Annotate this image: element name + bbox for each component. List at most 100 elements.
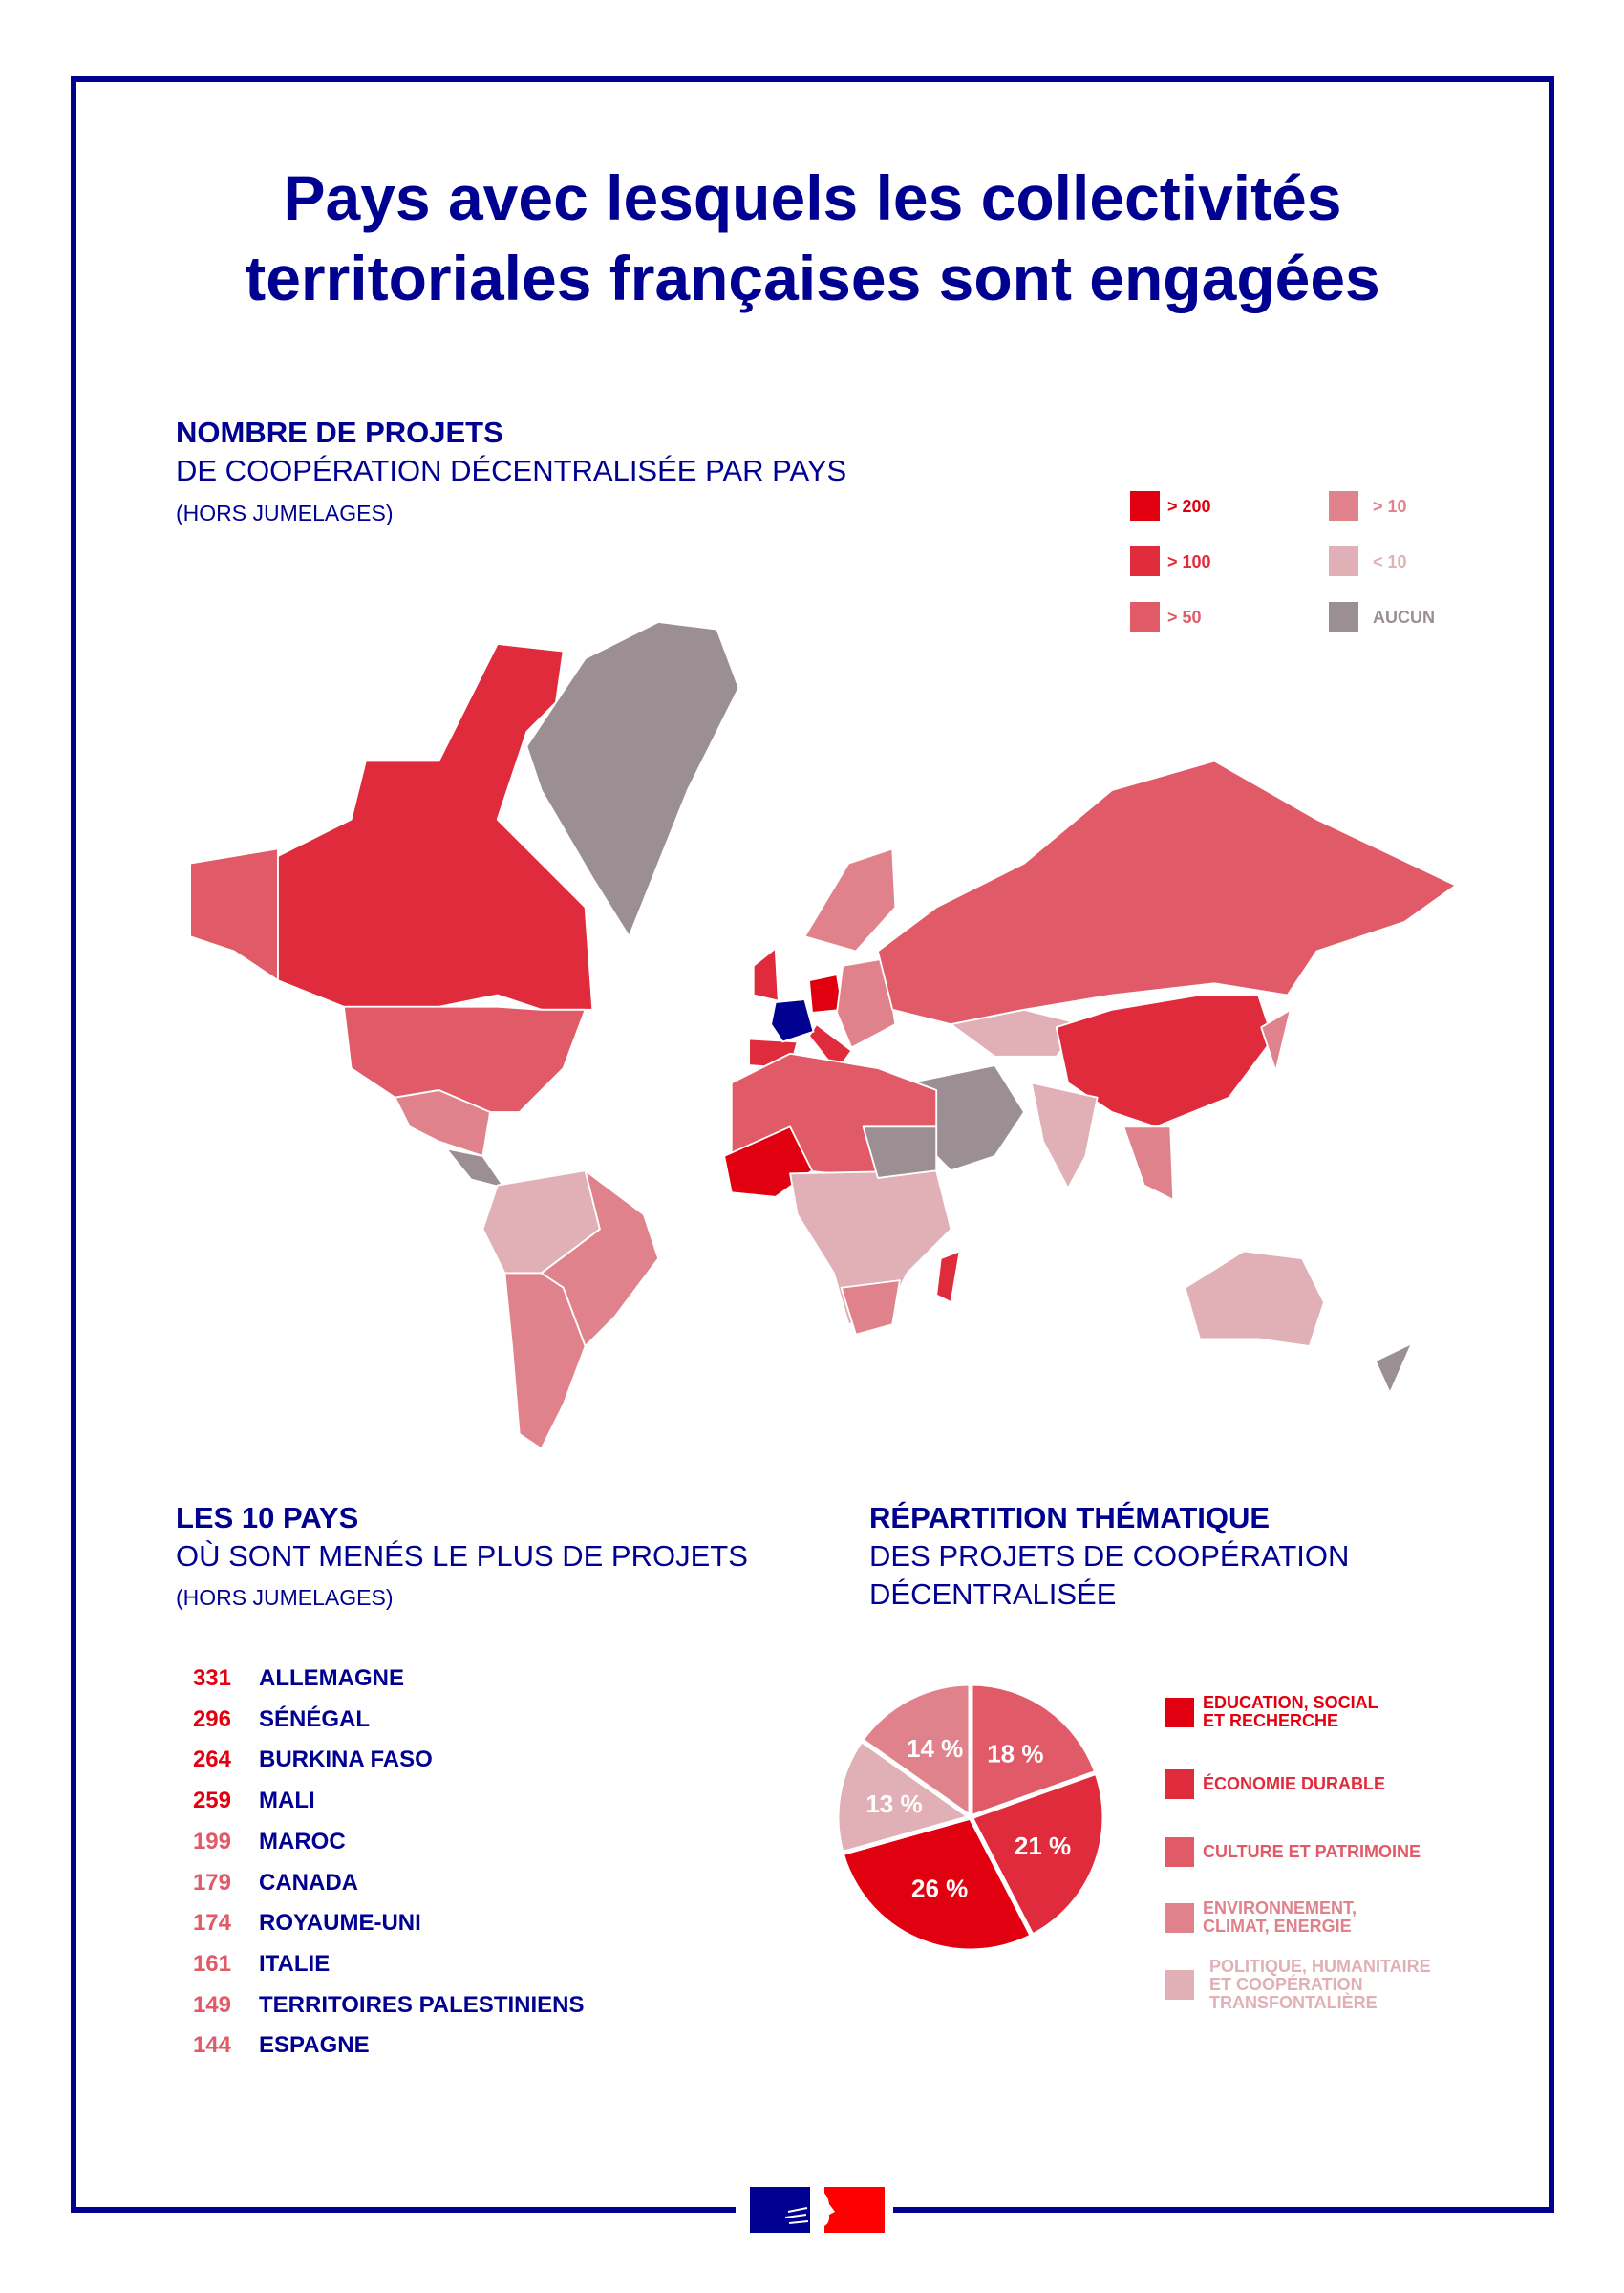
top10-country: TERRITOIRES PALESTINIENS	[259, 1991, 585, 2018]
pie-legend-line: ENVIRONNEMENT,	[1203, 1898, 1357, 1918]
top10-value: 174	[192, 1910, 231, 1937]
region-canada	[277, 642, 594, 1011]
pie-legend-swatch	[1165, 1837, 1194, 1867]
top10-row: 179 CANADA	[172, 1864, 358, 1902]
top10-note: (HORS JUMELAGES)	[176, 1585, 394, 1610]
top10-row: 199 MAROC	[172, 1823, 346, 1861]
pie-legend-line: EDUCATION, SOCIAL	[1203, 1693, 1378, 1712]
top10-country: ESPAGNE	[259, 2032, 370, 2059]
map-legend-swatch	[1329, 546, 1358, 576]
pie-slice	[839, 1814, 1036, 1954]
map-legend-label: > 50	[1167, 608, 1202, 627]
map-legend-swatch	[1130, 546, 1160, 576]
map-legend-swatch	[1329, 491, 1358, 521]
top10-row: 296 SÉNÉGAL	[172, 1701, 370, 1739]
pie-slice	[967, 1768, 1107, 1939]
top10-row: 331 ALLEMAGNE	[172, 1660, 404, 1698]
pie-slice-label: 14 %	[907, 1734, 963, 1763]
pie-legend-line: POLITIQUE, HUMANITAIRE	[1209, 1956, 1431, 1976]
pie-legend-label: ENVIRONNEMENT, CLIMAT, ENERGIE	[1203, 1899, 1451, 1936]
map-legend-swatch	[1130, 491, 1160, 521]
top10-country: CANADA	[259, 1869, 358, 1896]
pie-slice-label: 18 %	[987, 1740, 1043, 1768]
region-india	[1030, 1082, 1099, 1189]
top10-value: 144	[192, 2032, 231, 2059]
region-southern-africa	[840, 1279, 901, 1336]
pie-legend-label: CULTURE ET PATRIMOINE	[1203, 1841, 1451, 1861]
top10-row: 161 ITALIE	[172, 1945, 330, 1983]
pie-legend-swatch	[1165, 1769, 1194, 1799]
top10-heading: LES 10 PAYS	[176, 1501, 359, 1534]
region-united-kingdom	[752, 947, 780, 1002]
region-japan	[1260, 1008, 1292, 1073]
top10-value: 161	[192, 1950, 231, 1977]
top10-value: 179	[192, 1869, 231, 1896]
map-legend-label: > 200	[1167, 497, 1211, 516]
map-legend-label: < 10	[1373, 552, 1407, 571]
page-title: Pays avec lesquels les collectivités ter…	[71, 158, 1554, 318]
top10-row: 144 ESPAGNE	[172, 2026, 370, 2065]
map-legend-swatch	[1329, 602, 1358, 632]
region-eastern-europe	[836, 957, 897, 1049]
top10-value: 199	[192, 1828, 231, 1854]
region-southeast-asia	[1122, 1125, 1175, 1201]
region-russia	[876, 760, 1457, 1026]
top10-value: 259	[192, 1788, 231, 1814]
map-note: (HORS JUMELAGES)	[176, 501, 394, 525]
pie-slice-label: 26 %	[911, 1874, 968, 1902]
region-usa	[342, 1005, 587, 1113]
pie-slice-label: 21 %	[1015, 1832, 1071, 1860]
region-south-america-south	[503, 1272, 587, 1450]
pie-slice-label: 13 %	[865, 1789, 922, 1818]
map-legend-label: > 100	[1167, 552, 1211, 571]
region-new-zealand	[1374, 1342, 1413, 1394]
top10-country: MAROC	[259, 1828, 346, 1854]
pie-subtitle: DES PROJETS DE COOPÉRATION DÉCENTRALISÉE	[869, 1539, 1350, 1611]
pie-legend-swatch	[1165, 1698, 1194, 1727]
pie-title: RÉPARTITION THÉMATIQUE	[869, 1501, 1271, 1534]
region-france	[770, 998, 815, 1043]
pie-legend-swatch	[1165, 1970, 1194, 2000]
region-greenland	[525, 621, 740, 938]
top10-country: ITALIE	[259, 1950, 331, 1977]
region-central-america	[445, 1147, 506, 1189]
top10-row: 174 ROYAUME-UNI	[172, 1904, 421, 1942]
top10-row: 259 MALI	[172, 1782, 315, 1820]
region-madagascar	[935, 1250, 961, 1304]
pie-legend-line: CULTURE ET PATRIMOINE	[1203, 1841, 1421, 1861]
pie-legend-swatch	[1165, 1903, 1194, 1933]
republique-francaise-logo	[736, 2183, 893, 2237]
pie-legend-label: EDUCATION, SOCIAL ET RECHERCHE	[1203, 1694, 1451, 1730]
top10-country: SÉNÉGAL	[259, 1705, 371, 1732]
top10-subheading: OÙ SONT MENÉS LE PLUS DE PROJETS	[176, 1539, 748, 1573]
pie-legend-line: ET RECHERCHE	[1203, 1711, 1339, 1730]
pie-legend-label: ÉCONOMIE DURABLE	[1203, 1773, 1451, 1793]
top10-country: ALLEMAGNE	[259, 1665, 404, 1691]
region-scandinavia	[803, 847, 897, 953]
top10-row: 264 BURKINA FASO	[172, 1741, 433, 1779]
top10-value: 296	[192, 1705, 231, 1732]
region-alaska	[189, 847, 279, 982]
pie-legend-line: CLIMAT, ENERGIE	[1203, 1917, 1352, 1936]
pie-slice	[858, 1681, 973, 1822]
pie-legend-label: POLITIQUE, HUMANITAIRE ET COOPÉRATION TRAN…	[1209, 1956, 1458, 2012]
top10-country: BURKINA FASO	[259, 1747, 433, 1773]
pie-chart: 18 % 21 % 26 % 13 % 14 %	[834, 1681, 1107, 1954]
title-line-2: territoriales françaises sont engagées	[245, 243, 1380, 313]
pie-legend-line: ÉCONOMIE DURABLE	[1203, 1773, 1386, 1793]
map-legend-label: AUCUN	[1373, 608, 1435, 627]
pie-legend-line: ET COOPÉRATION	[1209, 1974, 1363, 1994]
title-line-1: Pays avec lesquels les collectivités	[283, 162, 1342, 233]
region-east-africa	[862, 1125, 938, 1179]
top10-value: 264	[192, 1747, 231, 1773]
top10-row: 149 TERRITOIRES PALESTINIENS	[172, 1986, 585, 2025]
top10-value: 149	[192, 1991, 231, 2018]
pie-slice	[834, 1736, 976, 1856]
pie-legend-line: TRANSFONTALIÈRE	[1209, 1992, 1378, 2012]
map-legend-swatch	[1130, 602, 1160, 632]
top10-country: MALI	[259, 1788, 315, 1814]
pie-slice	[968, 1681, 1100, 1821]
top10-country: ROYAUME-UNI	[259, 1910, 421, 1937]
map-legend-label: > 10	[1373, 497, 1407, 516]
